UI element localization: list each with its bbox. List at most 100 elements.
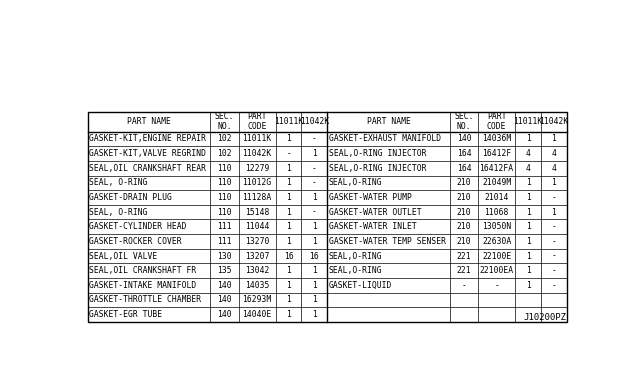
Text: 11011K: 11011K: [513, 117, 543, 126]
Text: GASKET-WATER PUMP: GASKET-WATER PUMP: [329, 193, 412, 202]
Text: 140: 140: [456, 134, 471, 144]
Text: 221: 221: [456, 251, 471, 260]
Text: 135: 135: [217, 266, 232, 275]
Text: PART NAME: PART NAME: [127, 117, 171, 126]
Text: GASKET-DRAIN PLUG: GASKET-DRAIN PLUG: [90, 193, 172, 202]
Text: 140: 140: [217, 295, 232, 304]
Text: 22100EA: 22100EA: [479, 266, 514, 275]
Text: 11042K: 11042K: [300, 117, 329, 126]
Text: 11042K: 11042K: [243, 149, 272, 158]
Text: 1: 1: [286, 222, 291, 231]
Text: 12279: 12279: [245, 164, 269, 173]
Text: 164: 164: [456, 164, 471, 173]
Text: GASKET-EGR TUBE: GASKET-EGR TUBE: [90, 310, 163, 319]
Text: 210: 210: [456, 237, 471, 246]
Text: 22100E: 22100E: [482, 251, 511, 260]
Text: 110: 110: [217, 178, 232, 187]
Text: GASKET-KIT,VALVE REGRIND: GASKET-KIT,VALVE REGRIND: [90, 149, 206, 158]
Text: 1: 1: [525, 222, 531, 231]
Text: 14040E: 14040E: [243, 310, 272, 319]
Text: PART NAME: PART NAME: [367, 117, 410, 126]
Text: GASKET-WATER TEMP SENSER: GASKET-WATER TEMP SENSER: [329, 237, 446, 246]
Text: 1: 1: [312, 237, 317, 246]
Text: 11068: 11068: [484, 208, 509, 217]
Text: 4: 4: [525, 149, 531, 158]
Text: 1: 1: [552, 178, 556, 187]
Text: 1: 1: [525, 134, 531, 144]
Text: -: -: [312, 208, 317, 217]
Text: -: -: [461, 281, 467, 290]
Text: 1: 1: [312, 266, 317, 275]
Text: 210: 210: [456, 208, 471, 217]
Text: 11012G: 11012G: [243, 178, 272, 187]
Text: 1: 1: [525, 208, 531, 217]
Text: SEAL,OIL CRANKSHAFT REAR: SEAL,OIL CRANKSHAFT REAR: [90, 164, 206, 173]
Text: 1: 1: [286, 237, 291, 246]
Text: 11042K: 11042K: [539, 117, 568, 126]
Text: GASKET-ROCKER COVER: GASKET-ROCKER COVER: [90, 237, 182, 246]
Text: -: -: [552, 266, 556, 275]
Text: 21014: 21014: [484, 193, 509, 202]
Text: 11011K: 11011K: [243, 134, 272, 144]
Text: 1: 1: [312, 295, 317, 304]
Text: 11128A: 11128A: [243, 193, 272, 202]
Text: 130: 130: [217, 251, 232, 260]
Text: 140: 140: [217, 281, 232, 290]
Text: 1: 1: [525, 266, 531, 275]
Text: -: -: [552, 193, 556, 202]
Text: 140: 140: [217, 310, 232, 319]
Text: 110: 110: [217, 193, 232, 202]
Text: 1: 1: [286, 295, 291, 304]
Text: GASKET-INTAKE MANIFOLD: GASKET-INTAKE MANIFOLD: [90, 281, 196, 290]
Text: 13042: 13042: [245, 266, 269, 275]
Text: SEAL,OIL VALVE: SEAL,OIL VALVE: [90, 251, 157, 260]
Text: GASKET-THROTTLE CHAMBER: GASKET-THROTTLE CHAMBER: [90, 295, 202, 304]
Text: 1: 1: [286, 178, 291, 187]
Text: 16293M: 16293M: [243, 295, 272, 304]
Text: 111: 111: [217, 222, 232, 231]
Text: 16412F: 16412F: [482, 149, 511, 158]
Text: 110: 110: [217, 208, 232, 217]
Text: -: -: [312, 178, 317, 187]
Text: 221: 221: [456, 266, 471, 275]
Text: -: -: [494, 281, 499, 290]
Text: SEAL, O-RING: SEAL, O-RING: [90, 178, 148, 187]
Text: 16: 16: [310, 251, 319, 260]
Text: SEC.
NO.: SEC. NO.: [454, 112, 474, 131]
Text: 1: 1: [286, 208, 291, 217]
Text: -: -: [286, 149, 291, 158]
Text: -: -: [552, 281, 556, 290]
Text: 1: 1: [312, 222, 317, 231]
Text: 14035: 14035: [245, 281, 269, 290]
Text: PART
CODE: PART CODE: [487, 112, 506, 131]
Text: 15148: 15148: [245, 208, 269, 217]
Text: 4: 4: [552, 149, 556, 158]
Text: -: -: [552, 251, 556, 260]
Text: 110: 110: [217, 164, 232, 173]
Text: 210: 210: [456, 222, 471, 231]
Text: GASKET-LIQUID: GASKET-LIQUID: [329, 281, 392, 290]
Text: SEAL,O-RING INJECTOR: SEAL,O-RING INJECTOR: [329, 149, 426, 158]
Text: 14036M: 14036M: [482, 134, 511, 144]
Text: 11044: 11044: [245, 222, 269, 231]
Text: -: -: [552, 237, 556, 246]
Text: GASKET-EXHAUST MANIFOLD: GASKET-EXHAUST MANIFOLD: [329, 134, 441, 144]
Text: 1: 1: [525, 178, 531, 187]
Text: SEAL,O-RING INJECTOR: SEAL,O-RING INJECTOR: [329, 164, 426, 173]
Text: -: -: [552, 222, 556, 231]
Text: 16: 16: [284, 251, 294, 260]
Text: 13207: 13207: [245, 251, 269, 260]
Text: 4: 4: [552, 164, 556, 173]
Text: 1: 1: [552, 134, 556, 144]
Text: 102: 102: [217, 149, 232, 158]
Text: 13270: 13270: [245, 237, 269, 246]
Text: 4: 4: [525, 164, 531, 173]
Text: 102: 102: [217, 134, 232, 144]
Text: 11011K: 11011K: [274, 117, 303, 126]
Text: 1: 1: [525, 237, 531, 246]
Text: 210: 210: [456, 193, 471, 202]
Text: 1: 1: [312, 281, 317, 290]
Text: PART
CODE: PART CODE: [248, 112, 267, 131]
Text: SEAL,OIL CRANKSHAFT FR: SEAL,OIL CRANKSHAFT FR: [90, 266, 196, 275]
Text: 1: 1: [552, 208, 556, 217]
